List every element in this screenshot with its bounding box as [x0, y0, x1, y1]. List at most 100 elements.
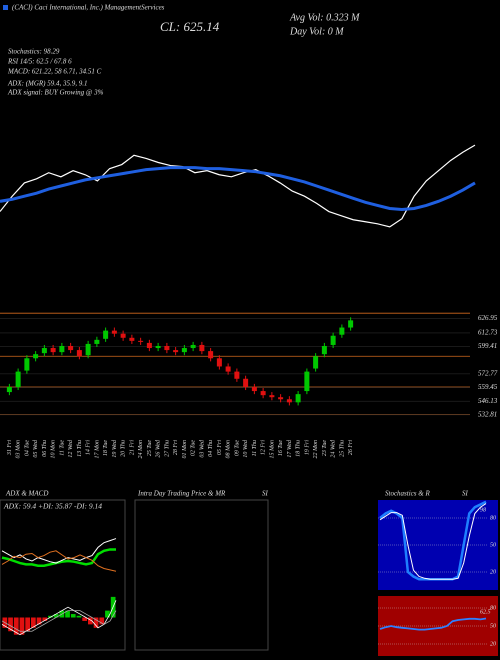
candle-body [330, 335, 336, 345]
candle-body [6, 386, 12, 393]
value-label: 62.5 [480, 609, 491, 615]
candle-body [50, 348, 56, 353]
y-tick-label: 80 [490, 515, 496, 521]
series-line [1, 548, 116, 568]
panel-subtitle: SI [262, 490, 269, 498]
candle-body [103, 330, 109, 339]
value-label: 98 [480, 507, 486, 513]
y-tick-label: 612.73 [478, 329, 498, 337]
candle-body [313, 356, 319, 369]
date-label: 26 Wed [156, 439, 162, 458]
candle-body [111, 330, 117, 334]
y-tick-label: 626.95 [478, 314, 498, 322]
candle-body [41, 348, 47, 354]
date-label: 01 Mon [182, 440, 188, 459]
candle-body [225, 366, 231, 372]
candle-body [85, 343, 91, 356]
macd: MACD: 621.22, 58 6.71, 34.51 C [7, 68, 102, 76]
candle-body [216, 358, 222, 367]
rsi: RSI 14/5: 62.5 / 67.8 6 [7, 58, 72, 66]
macd-bar [42, 617, 48, 621]
panel-frame [134, 499, 269, 651]
macd-bar [93, 617, 99, 628]
date-label: 23 Tue [322, 440, 328, 457]
candle-body [339, 327, 345, 335]
macd-bar [53, 614, 59, 618]
adx-label: ADX: 59.4 +DI: 35.87 -DI: 9.14 [3, 502, 102, 511]
close: CL: 625.14 [160, 19, 220, 34]
date-label: 16 Tue [278, 440, 284, 457]
candle-body [129, 337, 135, 341]
y-tick-label: 546.13 [478, 397, 498, 405]
marker [3, 5, 8, 10]
date-label: 17 Wed [287, 439, 293, 458]
date-label: 25 Thu [339, 440, 345, 457]
candle-body [348, 320, 354, 328]
date-label: 18 Thu [296, 440, 302, 457]
macd-bar [76, 615, 82, 618]
candle-body [321, 345, 327, 355]
series-line [379, 503, 487, 580]
candle-body [94, 339, 100, 344]
date-label: 25 Tue [147, 440, 153, 457]
day-vol: Day Vol: 0 M [289, 26, 344, 37]
adx-signal: ADX signal: BUY Growing @ 3% [7, 89, 104, 97]
date-label: 10 Mon [51, 440, 57, 459]
candle-body [234, 371, 240, 379]
macd-bar [13, 617, 19, 635]
panel-title: ADX & MACD [5, 490, 48, 498]
candle-body [24, 358, 30, 371]
date-label: 10 Wed [243, 439, 249, 458]
candle-body [59, 345, 65, 353]
y-tick-label: 80 [490, 605, 496, 611]
candle-body [304, 371, 310, 392]
macd-bar [65, 610, 70, 618]
y-tick-label: 599.41 [478, 342, 497, 350]
candle-body [199, 344, 205, 352]
candle-body [269, 395, 275, 398]
stochastics: Stochastics: 98.29 [8, 48, 60, 56]
date-label: 06 Thu [42, 440, 48, 457]
date-label: 11 Tue [59, 440, 65, 456]
candle-body [68, 345, 74, 351]
date-label: 19 Fri [304, 440, 310, 456]
date-label: 11 Thu [252, 440, 258, 456]
candle-body [33, 354, 39, 359]
y-tick-label: 572.77 [478, 369, 498, 377]
series-line [379, 617, 487, 631]
date-label: 27 Thu [164, 440, 170, 457]
adx: ADX: (MGR) 59.4, 35.9, 9.1 [7, 80, 88, 88]
candle-body [286, 399, 292, 403]
y-tick-label: 50 [490, 542, 496, 548]
candle-body [181, 348, 187, 353]
date-label: 20 Thu [121, 440, 127, 457]
candle-body [260, 391, 266, 396]
panel-subtitle: SI [462, 490, 469, 498]
y-tick-label: 20 [490, 569, 496, 575]
macd-bar [48, 615, 53, 618]
date-label: 22 Mon [313, 440, 319, 459]
date-label: 05 Fri [217, 440, 223, 456]
date-label: 12 Fri [261, 440, 267, 456]
y-tick-label: 20 [490, 641, 496, 647]
date-label: 19 Wed [112, 439, 118, 458]
date-label: 17 Mon [94, 440, 100, 459]
date-label: 03 Mon [16, 440, 22, 459]
candle-body [15, 371, 21, 387]
candle-body [243, 378, 249, 387]
macd-bar [82, 617, 87, 621]
series-line [1, 600, 117, 636]
date-label: 05 Wed [33, 439, 39, 458]
date-label: 02 Tue [191, 440, 197, 457]
macd-bar [88, 617, 93, 625]
panel-title: Intra Day Trading Price & MR [137, 490, 226, 498]
y-tick-label: 50 [490, 623, 496, 629]
stock-name: (CACI) Caci International, Inc.) Managem… [12, 4, 165, 12]
panel-frame [0, 499, 126, 651]
series-line [0, 166, 476, 212]
date-label: 18 Tue [103, 440, 109, 457]
series-line [1, 538, 117, 564]
series-line [1, 610, 117, 632]
date-label: 04 Tue [23, 440, 30, 457]
candle-body [208, 351, 214, 359]
